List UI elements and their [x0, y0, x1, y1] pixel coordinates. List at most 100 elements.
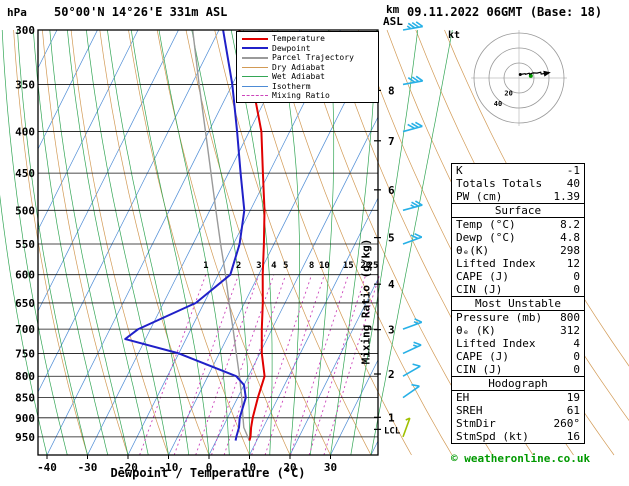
- mixing-ratio-value: 25: [368, 261, 379, 271]
- station-title: 50°00'N 14°26'E 331m ASL: [54, 5, 228, 19]
- index-value: 40: [566, 177, 580, 190]
- mixing-ratio-value: 10: [319, 261, 330, 271]
- indices-section-header: Most Unstable: [452, 296, 584, 311]
- wind-barb: [402, 75, 424, 86]
- mixing-ratio-lines: [139, 274, 381, 456]
- temp-tick: -10: [159, 461, 179, 474]
- mixing-ratio-value: 2: [236, 261, 241, 271]
- legend-item-label: Isotherm: [272, 81, 311, 91]
- mixing-ratio-value: 15: [343, 261, 354, 271]
- legend-item-label: Dewpoint: [272, 43, 311, 53]
- wind-barb: [402, 121, 423, 133]
- km-tick: 6: [388, 184, 395, 197]
- index-row: Dewp (°C) 4.8: [452, 231, 584, 244]
- mixing-ratio-value: 3: [256, 261, 261, 271]
- km-axis-unit: km: [386, 3, 400, 16]
- km-tick: 8: [388, 84, 395, 97]
- legend-item: Dewpoint: [237, 44, 378, 54]
- pressure-tick: 800: [15, 370, 35, 383]
- km-tick: 3: [388, 324, 395, 337]
- index-row: θₑ (K) 312: [452, 324, 584, 337]
- index-row: StmSpd (kt) 16: [452, 430, 584, 443]
- pressure-tick: 500: [15, 204, 35, 217]
- indices-section-header: Hodograph: [452, 376, 584, 391]
- hodograph-ring: [488, 47, 550, 109]
- index-row: CIN (J) 0: [452, 283, 584, 296]
- mixing-ratio-value: 5: [283, 261, 288, 271]
- legend-item: Dry Adiabat: [237, 63, 378, 73]
- index-value: 260°: [553, 417, 581, 430]
- legend-line-sample: [242, 85, 268, 87]
- index-value: 0: [573, 363, 580, 376]
- legend-item-label: Parcel Trajectory: [272, 53, 354, 63]
- pressure-tick-labels: 300 350 400 450 500 550 600 650 700 750 800 850 900 9…: [15, 24, 35, 444]
- asl-axis-unit: ASL: [383, 15, 403, 28]
- index-value: 12: [566, 257, 580, 270]
- index-row: CAPE (J) 0: [452, 350, 584, 363]
- index-row: θₑ(K) 298: [452, 244, 584, 257]
- index-label: StmDir: [456, 417, 496, 430]
- legend-item-label: Temperature: [272, 34, 325, 44]
- pressure-tick: 550: [15, 238, 35, 251]
- legend-item: Isotherm: [237, 82, 378, 92]
- index-label: Lifted Index: [456, 337, 536, 350]
- mixing-ratio-axis-label: Mixing Ratio (g/kg): [359, 238, 373, 365]
- index-label: Totals Totals: [456, 177, 543, 190]
- index-value: 298: [560, 244, 580, 257]
- index-label: Lifted Index: [456, 257, 536, 270]
- hodograph-ring-label: 20: [504, 90, 512, 98]
- index-value: 8.2: [560, 218, 580, 231]
- wind-barbs: [402, 21, 424, 438]
- index-value: 19: [566, 391, 580, 404]
- index-label: StmSpd (kt): [456, 430, 529, 443]
- legend-item-label: Dry Adiabat: [272, 62, 325, 72]
- legend-item: Wet Adiabat: [237, 72, 378, 82]
- temp-tick: 30: [324, 461, 337, 474]
- plot-border: [37, 29, 379, 456]
- index-label: PW (cm): [456, 190, 503, 203]
- index-label: CIN (J): [456, 363, 503, 376]
- legend-line-sample: [242, 66, 268, 68]
- pressure-tick: 450: [15, 167, 35, 180]
- wind-barb: [402, 363, 421, 377]
- indices-section-header: Surface: [452, 203, 584, 218]
- legend-item: Mixing Ratio: [237, 91, 378, 101]
- copyright: © weatheronline.co.uk: [451, 452, 591, 465]
- index-value: 1.39: [553, 190, 581, 203]
- temperature-curve: [238, 29, 266, 441]
- index-row: Lifted Index 12: [452, 257, 584, 270]
- index-row: K -1: [452, 164, 584, 177]
- index-label: SREH: [456, 404, 483, 417]
- index-label: Dewp (°C): [456, 231, 516, 244]
- index-label: Pressure (mb): [456, 311, 543, 324]
- index-row: PW (cm) 1.39: [452, 190, 584, 203]
- legend-item-label: Mixing Ratio: [272, 91, 330, 101]
- index-value: 0: [573, 283, 580, 296]
- legend-item: Temperature: [237, 34, 378, 44]
- storm-motion-marker: [528, 73, 533, 78]
- mixing-ratio-value: 4: [271, 261, 277, 271]
- legend-line-sample: [242, 95, 268, 97]
- legend-line-sample: [242, 47, 268, 50]
- wind-barb: [402, 383, 420, 399]
- wind-barb: [402, 417, 411, 438]
- pressure-tick: 900: [15, 412, 35, 425]
- datetime-label: 09.11.2022 06GMT (Base: 18): [407, 5, 603, 19]
- index-row: CIN (J) 0: [452, 363, 584, 376]
- index-row: Lifted Index 4: [452, 337, 584, 350]
- index-value: 4.8: [560, 231, 580, 244]
- legend-line-sample: [242, 56, 268, 59]
- km-tick-labels: 1 2 3 4 5 6 7 8 LCL: [374, 84, 401, 436]
- temp-tick-labels: -40 -30 -20 -10 0 10 20 30: [37, 455, 337, 474]
- legend-line-sample: [242, 76, 268, 78]
- index-label: θₑ(K): [456, 244, 490, 257]
- index-value: 16: [566, 430, 580, 443]
- pressure-tick: 300: [15, 24, 35, 37]
- legend-item-label: Wet Adiabat: [272, 72, 325, 82]
- index-label: CAPE (J): [456, 270, 509, 283]
- index-row: SREH 61: [452, 404, 584, 417]
- km-tick: 2: [388, 368, 395, 381]
- lcl-label: LCL: [384, 426, 401, 436]
